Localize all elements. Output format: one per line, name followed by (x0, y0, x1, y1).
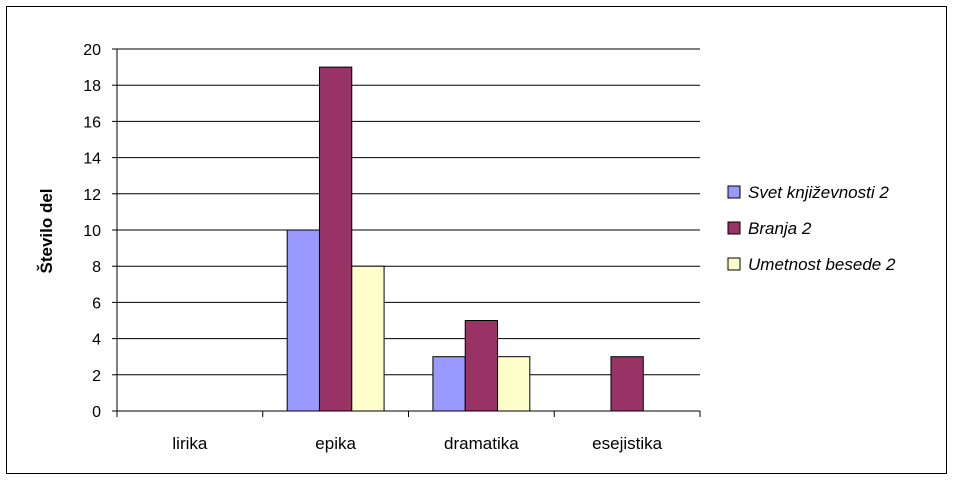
tick-labels: 0 2 4 6 8 10 12 14 16 18 20 lirika epika dramatika ese… (83, 42, 662, 453)
x-tick-label: lirika (172, 434, 207, 453)
y-tick-label: 2 (92, 368, 101, 385)
y-tick-label: 6 (92, 295, 101, 312)
x-tick-label: dramatika (444, 434, 519, 453)
y-tick-label: 4 (92, 332, 101, 349)
y-tick-label: 12 (83, 187, 101, 204)
gridlines (117, 48, 700, 376)
y-axis-title: Število del (37, 188, 56, 273)
bar (351, 265, 385, 412)
legend-swatch (727, 185, 741, 199)
y-tick-label: 10 (83, 223, 101, 240)
bar (432, 356, 466, 412)
legend-label: Svet književnosti 2 (748, 183, 889, 202)
y-tick-label: 16 (83, 114, 101, 131)
axes (112, 48, 701, 417)
bar (464, 320, 499, 412)
bar (497, 356, 531, 412)
bar (318, 66, 353, 412)
bar (610, 356, 644, 412)
legend: Svet književnosti 2 Branja 2 Umetnost bese… (727, 183, 896, 274)
legend-swatch (727, 257, 741, 271)
legend-label: Umetnost besede 2 (748, 255, 896, 274)
y-tick-label: 0 (92, 404, 101, 421)
x-tick-label: esejistika (592, 434, 662, 453)
legend-label: Branja 2 (748, 219, 812, 238)
y-tick-label: 18 (83, 78, 101, 95)
legend-swatch (727, 221, 741, 235)
bar (286, 229, 320, 412)
y-tick-label: 8 (92, 259, 101, 276)
x-tick-label: epika (315, 434, 356, 453)
y-tick-label: 14 (83, 151, 101, 168)
y-tick-label: 20 (83, 42, 101, 59)
